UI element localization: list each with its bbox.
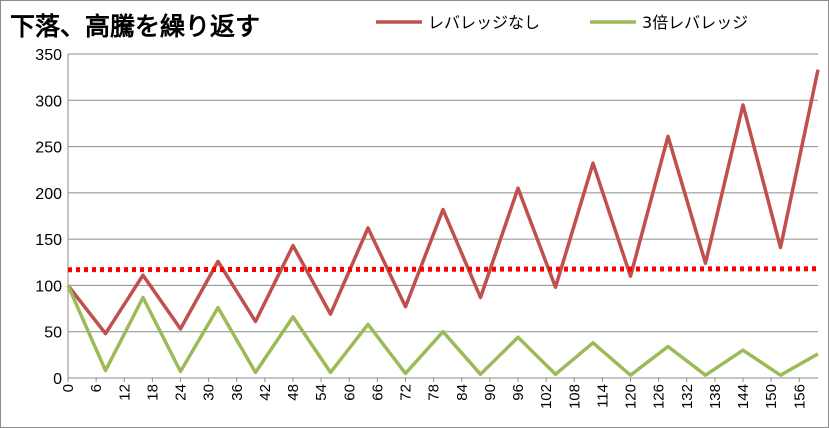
x-tick-label: 120 xyxy=(623,384,640,409)
x-tick-label: 156 xyxy=(791,384,808,409)
x-tick-label: 96 xyxy=(510,384,527,401)
y-tick-label: 100 xyxy=(35,278,62,295)
x-tick-label: 30 xyxy=(201,384,218,401)
y-tick-label: 200 xyxy=(35,186,62,203)
y-tick-label: 0 xyxy=(53,371,62,388)
x-tick-label: 60 xyxy=(341,384,358,401)
x-tick-label: 78 xyxy=(426,384,443,401)
x-tick-label: 132 xyxy=(679,384,696,409)
legend-label: レバレッジなし xyxy=(428,13,540,32)
x-tick-label: 6 xyxy=(88,384,105,392)
legend-label: 3倍レバレッジ xyxy=(642,13,748,32)
y-tick-label: 300 xyxy=(35,93,62,110)
legend: レバレッジなし 3倍レバレッジ xyxy=(376,13,748,32)
y-tick-label: 50 xyxy=(44,325,62,342)
y-tick-label: 350 xyxy=(35,47,62,64)
x-tick-label: 84 xyxy=(454,384,471,401)
x-tick-label: 0 xyxy=(60,384,77,392)
x-tick-label: 114 xyxy=(594,384,611,408)
x-tick-label: 72 xyxy=(398,384,415,401)
x-tick-label: 90 xyxy=(482,384,499,401)
y-tick-label: 150 xyxy=(35,232,62,249)
x-tick-label: 12 xyxy=(116,384,133,401)
series-line-0 xyxy=(66,69,820,336)
y-axis-ticks: 0 50 100 150 200 250 300 350 xyxy=(35,47,62,388)
x-tick-label: 126 xyxy=(651,384,668,409)
x-tick-label: 18 xyxy=(144,384,161,401)
y-tick-label: 250 xyxy=(35,140,62,157)
gridlines xyxy=(67,53,818,379)
series-line-2 xyxy=(67,266,819,273)
x-tick-label: 48 xyxy=(285,384,302,401)
x-tick-label: 150 xyxy=(763,384,780,409)
x-tick-label: 36 xyxy=(229,384,246,401)
x-tick-label: 144 xyxy=(735,384,752,409)
x-tick-label: 42 xyxy=(257,384,274,401)
series-line-1 xyxy=(66,284,819,377)
x-tick-label: 108 xyxy=(566,384,583,409)
x-tick-label: 102 xyxy=(538,384,555,409)
chart-title: 下落、高騰を繰り返す xyxy=(10,12,260,41)
series-lines xyxy=(66,69,820,377)
x-tick-label: 138 xyxy=(707,384,724,409)
x-tick-label: 54 xyxy=(313,384,330,401)
x-axis-ticks: 0 6 12 18 24 30 36 42 48 54 60 66 72 78 84 90 96 102 108 11… xyxy=(60,378,808,409)
x-tick-label: 24 xyxy=(173,384,190,401)
x-tick-label: 66 xyxy=(369,384,386,401)
